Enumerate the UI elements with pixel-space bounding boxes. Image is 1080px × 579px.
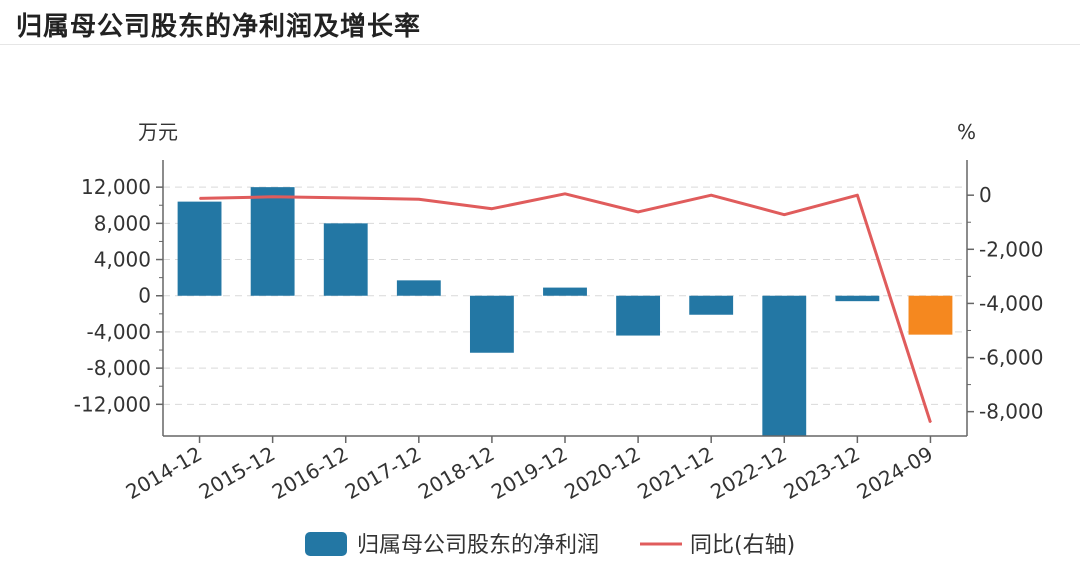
line-point-2021-12	[710, 194, 712, 196]
bar-2024-09	[908, 295, 953, 335]
line-point-2017-12	[418, 198, 420, 200]
x-axis-tick-label: 2017-12	[341, 442, 425, 505]
x-axis-tick-label: 2014-12	[122, 442, 206, 505]
bar-series	[177, 187, 953, 436]
line-point-2016-12	[345, 197, 347, 199]
legend-swatch-bar	[305, 532, 347, 556]
left-axis-tick-label: 12,000	[81, 175, 151, 199]
x-axis-tick-label: 2019-12	[487, 442, 571, 505]
bar-2016-12	[323, 223, 368, 296]
bar-2020-12	[616, 295, 661, 336]
bar-2014-12	[177, 201, 222, 296]
left-axis-tick-label: -4,000	[87, 320, 151, 344]
bar-2022-12	[762, 295, 807, 436]
line-series	[199, 192, 932, 423]
x-axis-tick-label: 2022-12	[706, 442, 790, 505]
left-axis-tick-label: 0	[138, 284, 151, 308]
line-point-2023-12	[856, 194, 858, 196]
line-point-2014-12	[199, 197, 201, 199]
x-axis-tick-label: 2016-12	[268, 442, 352, 505]
right-axis-tick-label: -6,000	[979, 346, 1043, 370]
bar-2023-12	[835, 295, 880, 302]
x-axis-tick-label: 2020-12	[560, 442, 644, 505]
chart-title: 归属母公司股东的净利润及增长率	[16, 12, 422, 42]
left-axis-tick-label: 4,000	[94, 248, 151, 272]
right-axis-tick-label: -2,000	[979, 237, 1043, 261]
bar-2019-12	[543, 287, 587, 296]
line-point-2022-12	[783, 214, 785, 216]
legend-label-line: 同比(右轴)	[690, 533, 795, 558]
x-axis-tick-label: 2024-09	[853, 442, 937, 505]
line-point-2018-12	[491, 208, 493, 210]
bar-2021-12	[689, 295, 734, 315]
line-point-2015-12	[272, 196, 274, 198]
left-axis-tick-label: -12,000	[74, 392, 151, 416]
left-axis-unit: 万元	[138, 120, 178, 144]
x-axis-tick-label: 2023-12	[779, 442, 863, 505]
x-axis-tick-label: 2018-12	[414, 442, 498, 505]
bar-2017-12	[396, 280, 441, 296]
left-axis-tick-label: -8,000	[87, 356, 151, 380]
x-axis-tick-label: 2015-12	[195, 442, 279, 505]
line-point-2019-12	[564, 193, 566, 195]
line-point-2020-12	[637, 211, 639, 213]
line-point-2024-09	[929, 421, 931, 423]
right-axis-tick-label: -8,000	[979, 400, 1043, 424]
title-divider	[0, 44, 1080, 45]
right-axis-unit: %	[957, 120, 976, 144]
bar-2015-12	[250, 187, 295, 296]
left-axis-tick-label: 8,000	[94, 211, 151, 235]
bar-2018-12	[469, 295, 514, 353]
right-axis-tick-label: -4,000	[979, 291, 1043, 315]
axes: 12,000 8,000 4,000 0 -4,000 -8,000 -12,000 万元 0 -…	[74, 120, 1044, 504]
legend[interactable]: 归属母公司股东的净利润 同比(右轴)	[305, 532, 795, 558]
x-axis-tick-label: 2021-12	[633, 442, 717, 505]
right-axis-tick-label: 0	[979, 183, 992, 207]
line-yoy-growth	[199, 192, 932, 423]
legend-label-bar: 归属母公司股东的净利润	[357, 533, 599, 558]
